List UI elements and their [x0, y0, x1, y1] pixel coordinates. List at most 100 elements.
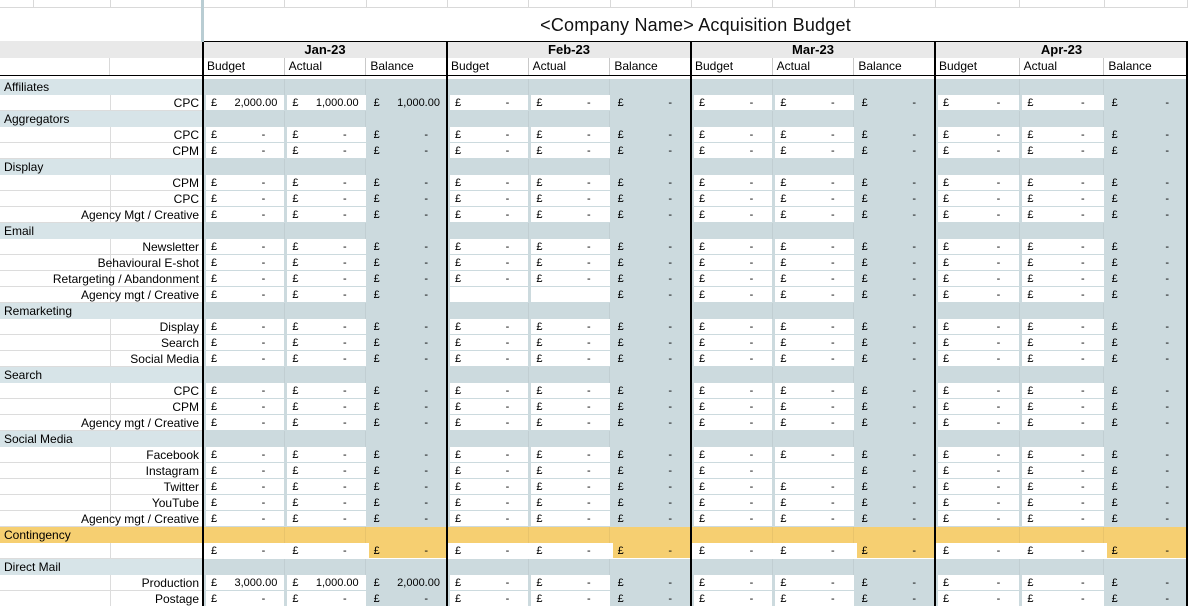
cell[interactable] — [773, 303, 855, 319]
cell[interactable] — [447, 111, 529, 127]
cell-balance[interactable]: £ - — [366, 191, 447, 207]
cell[interactable] — [447, 303, 529, 319]
cell[interactable] — [610, 367, 691, 383]
cell[interactable] — [1020, 111, 1105, 127]
cell[interactable] — [447, 527, 529, 543]
cell[interactable] — [285, 367, 367, 383]
cell-budget[interactable]: £ - — [691, 175, 773, 191]
cell-balance[interactable]: £ - — [366, 255, 447, 271]
cell-actual[interactable]: £ - — [1019, 463, 1104, 479]
cell-balance[interactable]: £ - — [610, 271, 691, 287]
cell-actual[interactable]: £ - — [1019, 479, 1104, 495]
cell-balance[interactable]: £ - — [610, 399, 691, 415]
cell-budget[interactable]: £ - — [691, 383, 773, 399]
cell-budget[interactable]: £ - — [935, 255, 1020, 271]
cell-actual[interactable]: £ - — [772, 383, 854, 399]
cell[interactable] — [1020, 223, 1105, 239]
cell-budget[interactable]: £ - — [935, 127, 1020, 143]
cell[interactable] — [610, 527, 691, 543]
cell-actual[interactable]: £ - — [1019, 543, 1104, 559]
cell[interactable] — [285, 559, 367, 575]
cell-balance[interactable]: £ - — [610, 239, 691, 255]
row-label-cell[interactable]: Production — [0, 575, 203, 591]
cell[interactable] — [773, 159, 855, 175]
cell-balance[interactable]: £ - — [1104, 271, 1188, 287]
cell-balance[interactable]: £ - — [366, 239, 447, 255]
cell-budget[interactable]: £ - — [447, 207, 529, 223]
cell-balance[interactable]: £ - — [1104, 255, 1188, 271]
cell-actual[interactable]: £ - — [528, 383, 610, 399]
cell-actual[interactable]: £ - — [772, 191, 854, 207]
cell-actual[interactable]: £ - — [772, 143, 854, 159]
cell[interactable] — [203, 367, 285, 383]
cell[interactable] — [854, 223, 935, 239]
cell-actual[interactable] — [528, 287, 610, 303]
cell-balance[interactable]: £ - — [1104, 239, 1188, 255]
column-header-budget[interactable]: Budget — [203, 58, 285, 75]
cell-balance[interactable]: £ - — [366, 495, 447, 511]
cell-balance[interactable]: £ - — [366, 127, 447, 143]
row-label-cell[interactable]: CPC — [0, 95, 203, 111]
cell[interactable] — [691, 559, 773, 575]
cell-budget[interactable]: £ - — [203, 415, 285, 431]
cell[interactable] — [610, 159, 691, 175]
cell-actual[interactable]: £ - — [1019, 271, 1104, 287]
row-label-cell[interactable]: Agency mgt / Creative — [0, 511, 203, 527]
cell[interactable] — [691, 527, 773, 543]
cell-balance[interactable]: £ - — [1104, 575, 1188, 591]
cell-budget[interactable]: £ - — [691, 239, 773, 255]
cell-balance[interactable]: £ - — [854, 287, 935, 303]
header-cell-empty[interactable] — [110, 58, 203, 75]
cell-actual[interactable]: £ - — [1019, 399, 1104, 415]
cell[interactable] — [854, 367, 935, 383]
cell-actual[interactable]: £ - — [284, 399, 366, 415]
cell-balance[interactable]: £ - — [610, 351, 691, 367]
cell-budget[interactable]: £ - — [203, 319, 285, 335]
cell-budget[interactable]: £ - — [935, 399, 1020, 415]
cell-actual[interactable]: £ - — [284, 175, 366, 191]
row-label-cell[interactable]: Instagram — [0, 463, 203, 479]
cell-balance[interactable]: £ - — [854, 271, 935, 287]
cell[interactable] — [285, 431, 367, 447]
cell[interactable] — [447, 431, 529, 447]
cell-balance[interactable]: £ - — [854, 335, 935, 351]
cell[interactable] — [610, 303, 691, 319]
cell[interactable] — [854, 559, 935, 575]
cell-balance[interactable]: £ - — [1104, 479, 1188, 495]
cell-budget[interactable]: £ - — [447, 191, 529, 207]
cell-budget[interactable]: £ - — [935, 479, 1020, 495]
cell-balance[interactable]: £ - — [854, 255, 935, 271]
cell-actual[interactable]: £ - — [772, 287, 854, 303]
cell-budget[interactable]: £ - — [935, 415, 1020, 431]
cell-budget[interactable]: £3,000.00 — [203, 575, 285, 591]
cell-budget[interactable]: £ - — [691, 591, 773, 606]
cell-balance[interactable]: £1,000.00 — [366, 95, 447, 111]
cell-budget[interactable]: £ - — [447, 143, 529, 159]
cell[interactable] — [285, 223, 367, 239]
cell-actual[interactable]: £ - — [1019, 575, 1104, 591]
cell-budget[interactable]: £ - — [691, 399, 773, 415]
row-label-cell[interactable]: Agency mgt / Creative — [0, 415, 203, 431]
cell[interactable] — [529, 79, 611, 95]
cell[interactable] — [691, 111, 773, 127]
cell-balance[interactable]: £ - — [854, 543, 935, 559]
cell-balance[interactable]: £ - — [610, 383, 691, 399]
cell-budget[interactable]: £ - — [203, 383, 285, 399]
column-header-budget[interactable]: Budget — [935, 58, 1020, 75]
cell-balance[interactable]: £ - — [854, 415, 935, 431]
cell-balance[interactable]: £ - — [610, 447, 691, 463]
category-label-cell[interactable]: Remarketing — [0, 303, 203, 319]
cell-balance[interactable]: £ - — [1104, 495, 1188, 511]
cell-balance[interactable]: £ - — [854, 383, 935, 399]
cell-budget[interactable]: £ - — [447, 335, 529, 351]
cell[interactable] — [447, 79, 529, 95]
cell-budget[interactable]: £ - — [203, 447, 285, 463]
cell-actual[interactable]: £ - — [1019, 175, 1104, 191]
cell-actual[interactable]: £ - — [1019, 207, 1104, 223]
cell-budget[interactable]: £ - — [203, 495, 285, 511]
cell-balance[interactable]: £ - — [1104, 447, 1188, 463]
cell-budget[interactable]: £ - — [203, 591, 285, 606]
cell[interactable] — [1020, 431, 1105, 447]
cell-actual[interactable]: £ - — [772, 511, 854, 527]
cell-balance[interactable]: £ - — [854, 399, 935, 415]
